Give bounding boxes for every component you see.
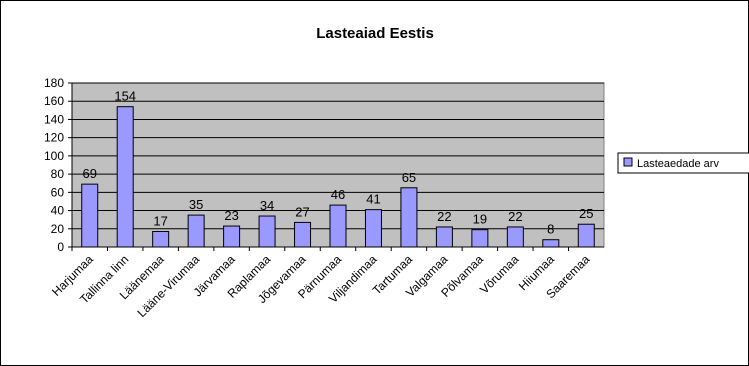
bar [506, 226, 524, 248]
bar [223, 225, 241, 248]
bar [152, 231, 170, 248]
data-label: 25 [579, 206, 593, 221]
data-label: 65 [402, 170, 416, 185]
y-tick-label: 180 [44, 76, 64, 90]
data-label: 46 [331, 187, 345, 202]
bar [187, 214, 205, 248]
data-label: 22 [437, 209, 451, 224]
y-tick-label: 100 [44, 149, 64, 163]
data-label: 17 [153, 214, 167, 229]
data-label: 27 [295, 204, 309, 219]
legend-label: Lasteaedade arv [637, 158, 719, 170]
bar [364, 209, 382, 248]
bar [329, 204, 347, 248]
data-label: 23 [224, 208, 238, 223]
y-tick-label: 20 [51, 222, 65, 236]
y-tick-label: 40 [51, 204, 65, 218]
y-tick-label: 140 [44, 112, 64, 126]
chart-title: Lasteaiad Eestis [316, 25, 434, 42]
y-tick-label: 160 [44, 94, 64, 108]
y-tick-label: 0 [57, 240, 64, 254]
legend-swatch [623, 157, 633, 167]
bar [471, 229, 489, 248]
data-label: 35 [189, 197, 203, 212]
data-label: 41 [366, 192, 380, 207]
bar [577, 223, 595, 248]
data-label: 8 [547, 222, 554, 237]
legend-box [617, 152, 749, 174]
bar [294, 221, 312, 248]
data-label: 69 [82, 166, 96, 181]
y-tick-label: 80 [51, 167, 65, 181]
bar [400, 187, 418, 248]
data-label: 34 [260, 198, 274, 213]
data-label: 19 [473, 212, 487, 227]
data-label: 22 [508, 209, 522, 224]
bar [542, 239, 560, 248]
bar [435, 226, 453, 248]
y-tick-label: 120 [44, 131, 64, 145]
bar [258, 215, 276, 248]
legend: Lasteaedade arv [617, 152, 749, 174]
bar [81, 183, 99, 248]
y-tick-label: 60 [51, 185, 65, 199]
bar [116, 106, 134, 248]
data-label: 154 [114, 89, 136, 104]
